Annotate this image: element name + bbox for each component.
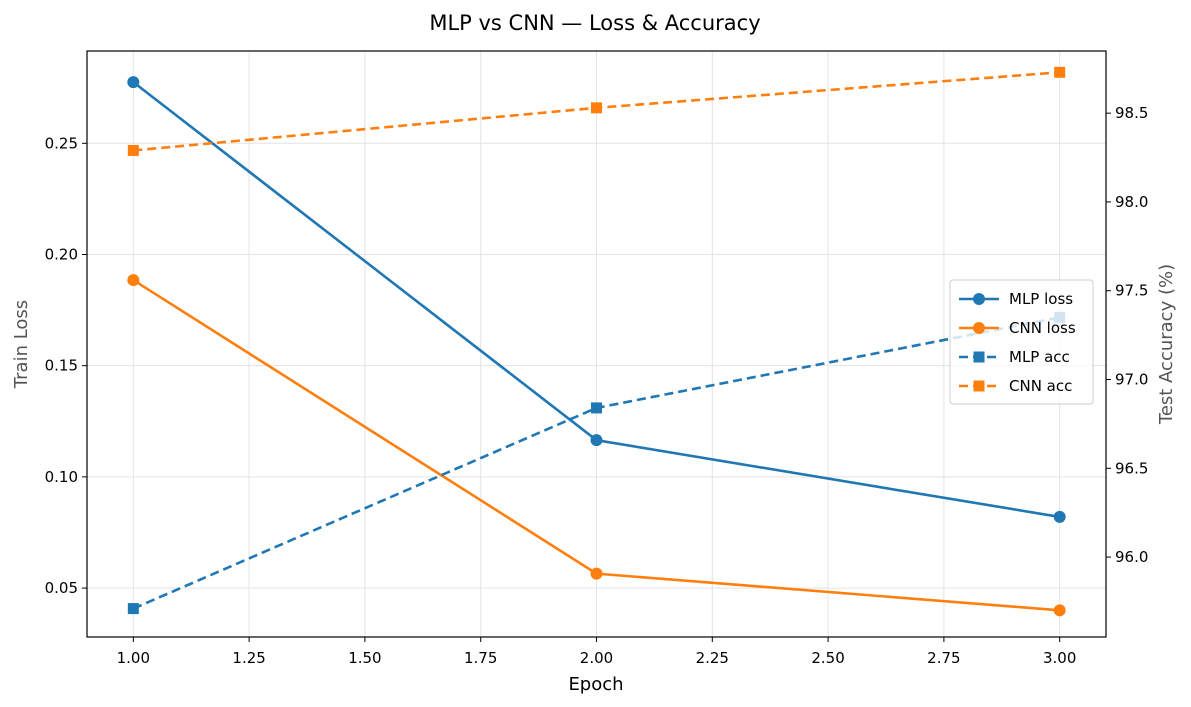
y-left-tick-label: 0.20 — [45, 245, 78, 263]
x-tick-label: 2.75 — [927, 649, 960, 667]
chart-title: MLP vs CNN — Loss & Accuracy — [429, 11, 760, 35]
point-mlp-loss — [1053, 510, 1066, 523]
y-left-tick-label: 0.05 — [45, 579, 78, 597]
y-right-tick-label: 98.5 — [1115, 104, 1148, 122]
point-cnn-loss — [1053, 604, 1066, 617]
legend-label-mlp-loss: MLP loss — [1009, 290, 1073, 308]
grid — [87, 51, 1106, 637]
x-tick-label: 3.00 — [1043, 649, 1076, 667]
legend-marker-mlp-loss — [973, 293, 985, 305]
point-cnn-acc — [591, 102, 602, 114]
y-right-tick-label: 98.0 — [1115, 193, 1148, 211]
legend-label-mlp-acc: MLP acc — [1009, 348, 1070, 366]
y-right-tick-label: 96.5 — [1115, 459, 1148, 477]
y-left-tick-label: 0.25 — [45, 134, 78, 152]
y-right-tick-label: 96.0 — [1115, 548, 1148, 566]
y-left-tick-label: 0.15 — [45, 357, 78, 375]
legend-marker-cnn-loss — [973, 322, 985, 334]
x-tick-label: 2.50 — [811, 649, 844, 667]
y-right-tick-label: 97.5 — [1115, 282, 1148, 300]
x-tick-label: 1.25 — [232, 649, 265, 667]
point-mlp-loss — [590, 434, 603, 447]
point-cnn-loss — [590, 567, 603, 580]
ticks: 1.00 1.25 1.50 1.75 2.00 2.25 2.50 2.75 3.00 0.05… — [45, 104, 1149, 667]
legend: MLP loss CNN loss MLP acc CNN acc — [949, 279, 1094, 405]
x-axis-title: Epoch — [568, 674, 623, 695]
y-left-axis-title: Train Loss — [11, 300, 32, 389]
y-right-axis-title: Test Accuracy (%) — [1156, 264, 1177, 425]
y-left-tick-label: 0.10 — [45, 468, 78, 486]
point-mlp-acc — [591, 402, 602, 414]
legend-label-cnn-loss: CNN loss — [1009, 319, 1076, 337]
x-tick-label: 2.25 — [696, 649, 729, 667]
point-cnn-acc — [1054, 66, 1066, 78]
point-cnn-acc — [127, 144, 139, 156]
point-mlp-acc — [127, 603, 139, 615]
legend-label-cnn-acc: CNN acc — [1009, 377, 1072, 395]
x-tick-label: 2.00 — [580, 649, 613, 667]
x-tick-label: 1.00 — [117, 649, 150, 667]
legend-marker-mlp-acc — [973, 351, 985, 363]
plot-lines — [127, 66, 1066, 617]
x-tick-label: 1.75 — [464, 649, 497, 667]
legend-box — [949, 279, 1094, 405]
legend-marker-cnn-acc — [973, 380, 985, 392]
point-mlp-loss — [127, 76, 140, 89]
point-cnn-loss — [127, 274, 140, 287]
x-tick-label: 1.50 — [348, 649, 381, 667]
y-right-tick-label: 97.0 — [1115, 371, 1148, 389]
